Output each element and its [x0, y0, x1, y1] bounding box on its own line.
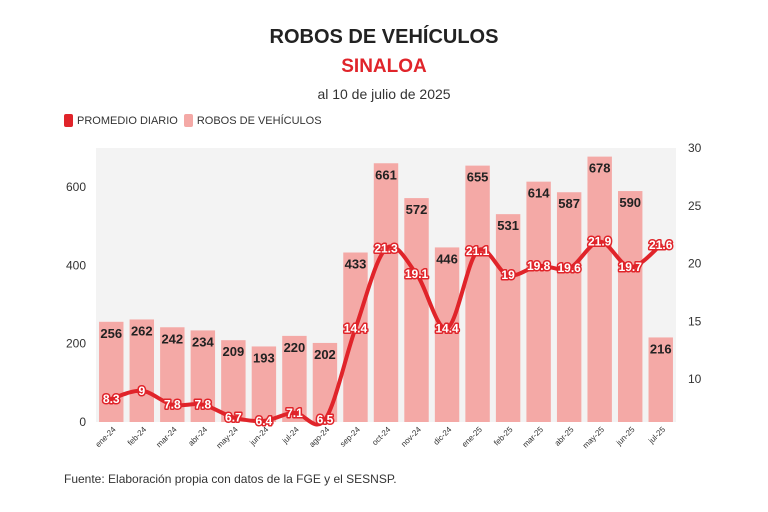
x-tick-label: mar-24 [154, 425, 179, 450]
bar-value-label: 209 [223, 344, 245, 359]
y-right-tick-label: 25 [688, 199, 702, 213]
y-left-tick-label: 0 [79, 415, 86, 429]
x-tick-label: nov-24 [399, 425, 423, 449]
line-value-label: 19 [501, 268, 515, 282]
bar-value-label: 531 [497, 218, 519, 233]
bar-value-label: 242 [161, 331, 183, 346]
bar-value-label: 678 [589, 161, 611, 176]
bar-value-label: 220 [284, 340, 306, 355]
bar-value-label: 234 [192, 334, 214, 349]
bar [495, 214, 521, 422]
y-right-tick-label: 15 [688, 314, 702, 328]
legend-item-bar: ROBOS DE VEHÍCULOS [183, 114, 322, 127]
line-value-label: 21.6 [649, 238, 673, 252]
x-tick-label: dic-24 [432, 425, 454, 447]
bar [526, 181, 551, 422]
y-right-tick-label: 30 [688, 141, 702, 155]
bar-value-label: 216 [650, 341, 672, 356]
x-tick-label: feb-24 [126, 425, 149, 448]
line-series [109, 239, 663, 427]
bar-value-label: 262 [131, 323, 153, 338]
bar-value-label: 256 [100, 326, 122, 341]
bar-value-label: 590 [619, 195, 641, 210]
x-tick-label: abr-24 [187, 425, 210, 448]
bar-value-label: 655 [467, 170, 489, 185]
x-tick-label: ago-24 [307, 425, 331, 449]
line-value-label: 6.4 [256, 414, 273, 428]
bar-value-label: 193 [253, 350, 275, 365]
line-value-label: 9 [138, 384, 145, 398]
bar [282, 335, 307, 422]
x-tick-label: may-25 [581, 425, 607, 451]
bar [404, 198, 429, 422]
bar [99, 321, 124, 422]
line-value-label: 21.3 [374, 242, 398, 256]
line-value-label: 14.4 [435, 321, 459, 335]
bar-value-label: 433 [345, 257, 367, 272]
y-left-tick-label: 400 [66, 258, 86, 272]
line-value-label: 14.4 [344, 321, 368, 335]
bar [343, 252, 368, 422]
legend-item-line: PROMEDIO DIARIO [64, 114, 178, 127]
y-right-tick-label: 10 [688, 372, 702, 386]
bar-value-label: 446 [436, 251, 458, 266]
legend-swatch-line [64, 114, 73, 127]
legend-swatch-bar [183, 114, 193, 127]
x-tick-label: ene-25 [460, 425, 484, 449]
line-value-label: 6.7 [225, 410, 242, 424]
bar-value-label: 661 [375, 167, 397, 182]
line-value-label: 7.1 [286, 406, 303, 420]
bar [618, 191, 643, 422]
y-left-tick-label: 200 [66, 337, 86, 351]
source-note: Fuente: Elaboración propia con datos de … [64, 472, 397, 486]
line-value-label: 21.1 [466, 244, 490, 258]
x-tick-label: mar-25 [521, 425, 546, 450]
bar [434, 247, 460, 422]
bar [556, 192, 582, 422]
chart-title: ROBOS DE VEHÍCULOS [269, 26, 499, 48]
bar [587, 156, 612, 422]
bar [129, 319, 154, 422]
line-value-label: 19.1 [405, 267, 429, 281]
bar [373, 163, 399, 422]
bar [251, 346, 277, 422]
line-value-label: 6.5 [317, 413, 334, 427]
chart-date: al 10 de julio de 2025 [317, 86, 451, 102]
line-value-label: 19.8 [527, 259, 551, 273]
x-tick-label: may-24 [215, 425, 241, 451]
legend-label-line: PROMEDIO DIARIO [77, 114, 178, 127]
chart-subtitle: SINALOA [341, 56, 427, 77]
line-value-label: 19.6 [557, 261, 581, 275]
x-tick-label: oct-24 [370, 425, 392, 447]
line-value-label: 19.7 [619, 260, 643, 274]
x-tick-label: jun-24 [248, 425, 271, 448]
bar [221, 340, 246, 422]
x-tick-label: jul-24 [280, 425, 301, 446]
legend: PROMEDIO DIARIO ROBOS DE VEHÍCULOS [64, 114, 328, 127]
x-tick-label: jun-25 [614, 425, 637, 448]
x-tick-label: feb-25 [492, 425, 515, 448]
line-value-label: 21.9 [588, 235, 612, 249]
y-right-tick-label: 20 [688, 257, 702, 271]
bar-value-label: 202 [314, 347, 336, 362]
bar [648, 337, 673, 422]
bar [465, 165, 490, 422]
bar-value-label: 614 [528, 186, 550, 201]
y-left-tick-label: 600 [66, 180, 86, 194]
x-tick-label: ene-24 [94, 425, 118, 449]
line-value-label: 7.8 [194, 398, 211, 412]
bar-value-label: 587 [558, 196, 580, 211]
bar [312, 342, 338, 422]
x-tick-label: jul-25 [646, 425, 667, 446]
line-value-label: 7.8 [164, 398, 181, 412]
legend-label-bar: ROBOS DE VEHÍCULOS [196, 114, 322, 127]
line-value-label: 8.3 [103, 392, 120, 406]
bar-value-label: 572 [406, 202, 428, 217]
x-tick-label: sep-24 [338, 425, 362, 449]
x-tick-label: abr-25 [553, 425, 576, 448]
